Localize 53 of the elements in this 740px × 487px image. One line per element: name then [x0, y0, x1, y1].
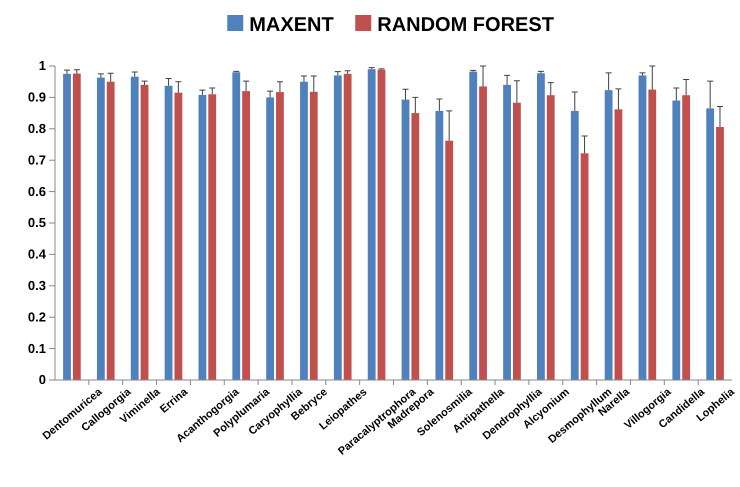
legend-label: RANDOM FOREST [377, 14, 554, 36]
y-tick-label: 0.5 [28, 215, 46, 230]
bar [198, 94, 206, 380]
bar [638, 75, 646, 380]
bar [334, 75, 342, 380]
y-tick-label: 0.8 [28, 120, 46, 136]
y-tick-label: 0.7 [28, 152, 46, 168]
bar [503, 84, 511, 380]
bar [63, 74, 71, 380]
bar [445, 140, 454, 380]
bar [546, 95, 555, 380]
y-tick-label: 0.6 [28, 184, 46, 199]
bar [580, 153, 588, 380]
bar [106, 82, 115, 380]
y-tick-label: 1 [38, 58, 46, 74]
y-tick-label: 0.9 [28, 90, 46, 105]
bar [614, 109, 622, 380]
bar [716, 126, 724, 380]
bar [402, 100, 410, 380]
bar [232, 72, 240, 380]
y-tick-label: 0.2 [28, 309, 46, 324]
bar [72, 74, 81, 380]
legend-label: MAXENT [249, 14, 334, 36]
bar [537, 73, 545, 380]
bar [648, 90, 656, 380]
bar [310, 92, 318, 380]
bar [378, 70, 386, 380]
bar [435, 110, 444, 380]
bar [96, 78, 105, 380]
bar [469, 72, 478, 380]
y-tick-label: 0.1 [28, 340, 46, 356]
bar [140, 84, 148, 380]
bar [164, 86, 172, 380]
bar [174, 92, 182, 380]
bar [368, 69, 376, 380]
bar [604, 90, 613, 380]
bar [706, 108, 714, 380]
bar [682, 95, 690, 380]
bar [411, 113, 420, 380]
bar [276, 92, 284, 380]
y-tick-label: 0 [38, 372, 46, 388]
bar [479, 86, 487, 380]
bar [512, 102, 521, 380]
bar [344, 74, 352, 380]
bar [208, 94, 216, 380]
bar [266, 97, 274, 380]
bar [300, 82, 308, 380]
bar [130, 76, 139, 380]
y-tick-label: 0.3 [28, 278, 46, 293]
bar [672, 100, 680, 380]
y-tick-label: 0.4 [28, 246, 47, 262]
bar [570, 110, 579, 380]
bar [242, 91, 250, 380]
